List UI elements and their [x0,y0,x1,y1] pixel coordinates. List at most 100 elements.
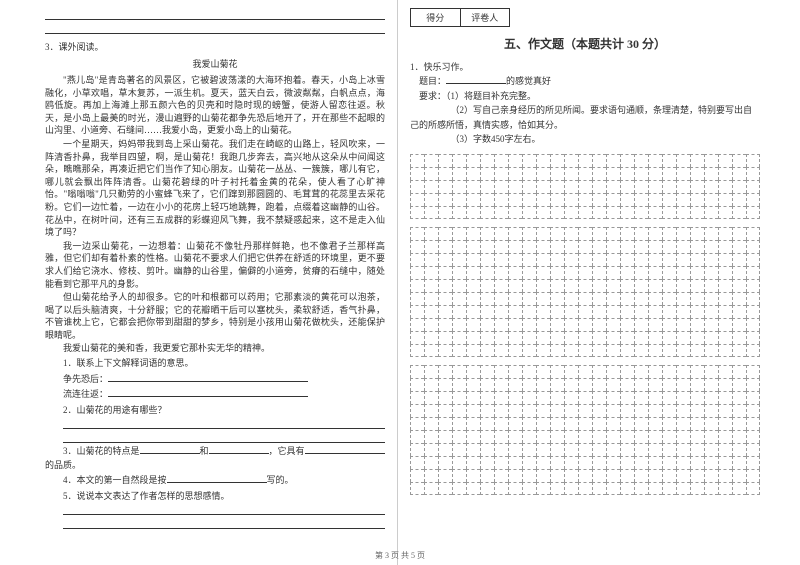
grid-cell[interactable] [424,318,438,331]
grid-cell[interactable] [452,193,466,206]
grid-cell[interactable] [620,456,634,469]
grid-cell[interactable] [466,279,480,292]
grid-cell[interactable] [508,404,522,417]
grid-cell[interactable] [620,167,634,180]
grid-cell[interactable] [606,305,620,318]
grid-cell[interactable] [690,180,704,193]
grid-cell[interactable] [634,154,648,167]
grid-cell[interactable] [732,240,746,253]
grid-cell[interactable] [508,391,522,404]
grid-cell[interactable] [662,391,676,404]
grid-cell[interactable] [438,206,452,219]
grid-cell[interactable] [732,305,746,318]
grid-cell[interactable] [494,193,508,206]
grid-cell[interactable] [550,180,564,193]
grid-cell[interactable] [550,193,564,206]
grid-cell[interactable] [438,266,452,279]
grid-cell[interactable] [578,240,592,253]
grid-cell[interactable] [564,240,578,253]
grid-cell[interactable] [690,253,704,266]
grid-cell[interactable] [718,482,732,495]
answer-blank[interactable] [63,417,385,429]
grid-cell[interactable] [648,266,662,279]
grid-cell[interactable] [676,227,690,240]
grid-cell[interactable] [592,443,606,456]
grid-cell[interactable] [676,240,690,253]
grid-cell[interactable] [676,206,690,219]
grid-cell[interactable] [606,417,620,430]
grid-cell[interactable] [704,292,718,305]
grid-cell[interactable] [732,417,746,430]
grid-cell[interactable] [424,365,438,378]
grid-cell[interactable] [452,469,466,482]
grid-cell[interactable] [690,206,704,219]
grid-cell[interactable] [648,253,662,266]
grid-cell[interactable] [480,344,494,357]
grid-cell[interactable] [676,167,690,180]
grid-cell[interactable] [746,240,760,253]
grid-cell[interactable] [718,318,732,331]
grid-cell[interactable] [452,206,466,219]
grid-cell[interactable] [676,279,690,292]
grid-cell[interactable] [480,318,494,331]
grid-cell[interactable] [620,443,634,456]
grid-cell[interactable] [550,279,564,292]
grid-cell[interactable] [746,430,760,443]
grid-cell[interactable] [438,391,452,404]
grid-cell[interactable] [648,391,662,404]
grid-cell[interactable] [466,253,480,266]
grid-cell[interactable] [466,391,480,404]
grid-cell[interactable] [592,193,606,206]
grid-cell[interactable] [452,331,466,344]
answer-blank[interactable] [305,453,385,454]
grid-cell[interactable] [410,253,424,266]
grid-cell[interactable] [494,266,508,279]
grid-cell[interactable] [690,443,704,456]
grid-cell[interactable] [704,206,718,219]
grid-cell[interactable] [410,430,424,443]
grid-cell[interactable] [410,206,424,219]
grid-cell[interactable] [424,305,438,318]
grid-cell[interactable] [564,167,578,180]
grid-cell[interactable] [746,365,760,378]
grid-cell[interactable] [690,430,704,443]
grid-cell[interactable] [480,443,494,456]
grid-cell[interactable] [508,206,522,219]
answer-blank[interactable] [63,503,385,515]
grid-cell[interactable] [508,180,522,193]
grid-cell[interactable] [648,193,662,206]
grid-cell[interactable] [732,482,746,495]
answer-blank[interactable] [446,83,506,84]
grid-cell[interactable] [592,292,606,305]
grid-cell[interactable] [536,206,550,219]
grid-cell[interactable] [508,456,522,469]
grid-cell[interactable] [718,378,732,391]
grid-cell[interactable] [494,167,508,180]
grid-cell[interactable] [592,365,606,378]
grid-cell[interactable] [522,154,536,167]
grid-cell[interactable] [592,378,606,391]
grid-cell[interactable] [536,167,550,180]
grid-cell[interactable] [508,443,522,456]
grid-cell[interactable] [746,305,760,318]
grid-cell[interactable] [508,365,522,378]
grid-cell[interactable] [606,482,620,495]
grid-cell[interactable] [550,365,564,378]
grid-cell[interactable] [424,430,438,443]
grid-cell[interactable] [410,318,424,331]
grid-cell[interactable] [466,443,480,456]
grid-cell[interactable] [550,391,564,404]
grid-cell[interactable] [662,193,676,206]
grid-cell[interactable] [452,240,466,253]
grid-cell[interactable] [564,391,578,404]
grid-cell[interactable] [550,344,564,357]
grid-cell[interactable] [536,391,550,404]
grid-cell[interactable] [424,154,438,167]
grid-cell[interactable] [564,365,578,378]
grid-cell[interactable] [424,404,438,417]
grid-cell[interactable] [732,391,746,404]
grid-cell[interactable] [522,180,536,193]
grid-cell[interactable] [466,292,480,305]
grid-cell[interactable] [592,331,606,344]
grid-cell[interactable] [578,331,592,344]
